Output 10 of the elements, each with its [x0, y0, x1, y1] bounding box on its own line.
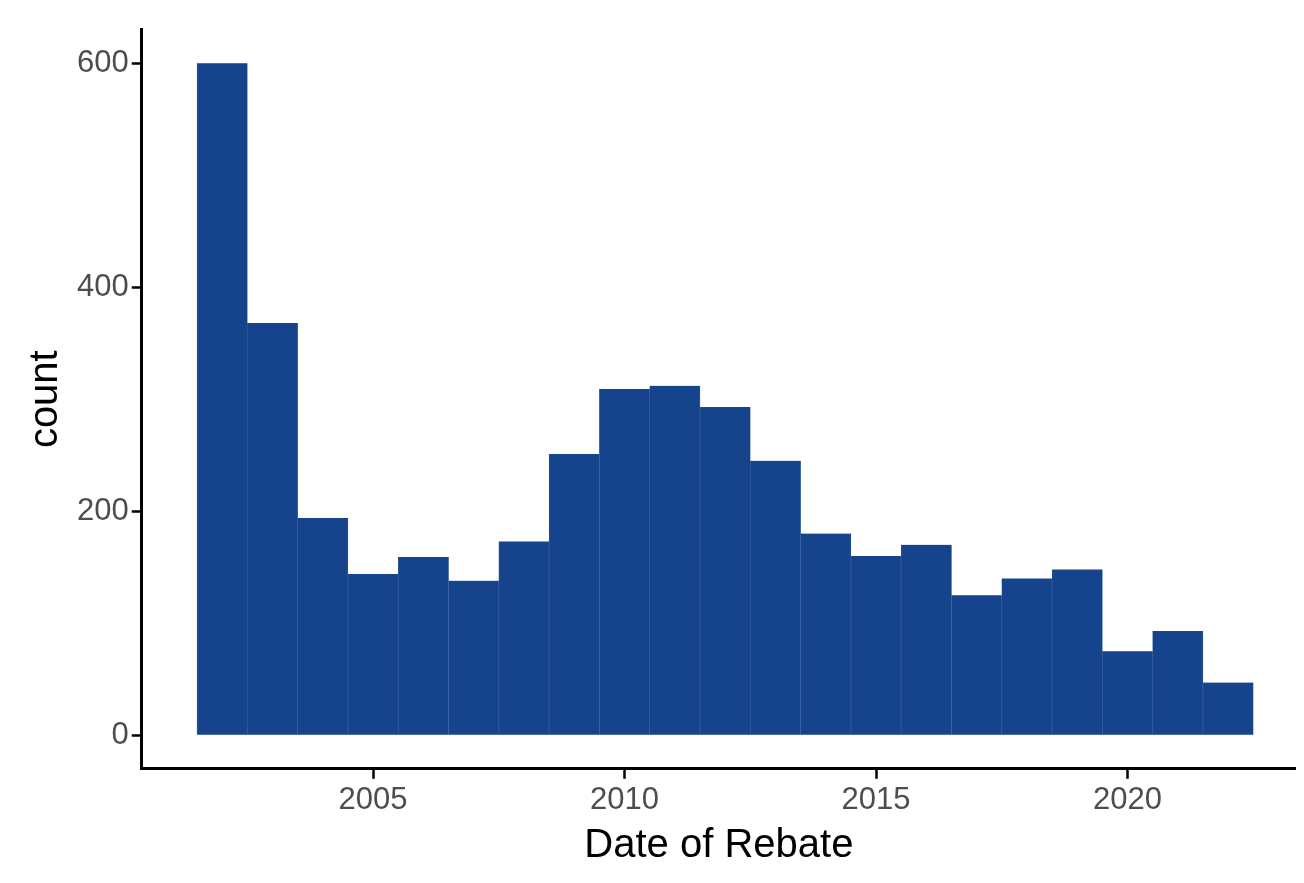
y-tick-label: 200: [76, 491, 129, 527]
y-tick-label: 0: [111, 715, 129, 751]
x-tick-label: 2015: [841, 780, 911, 816]
x-tick-label: 2020: [1093, 780, 1162, 816]
y-axis-title: count: [21, 350, 66, 449]
y-tick-label: 600: [76, 43, 129, 79]
y-tick-label: 400: [76, 267, 129, 303]
x-axis-title: Date of Rebate: [584, 821, 854, 866]
x-tick-label: 2005: [338, 780, 408, 816]
x-tick-label: 2010: [590, 780, 660, 816]
